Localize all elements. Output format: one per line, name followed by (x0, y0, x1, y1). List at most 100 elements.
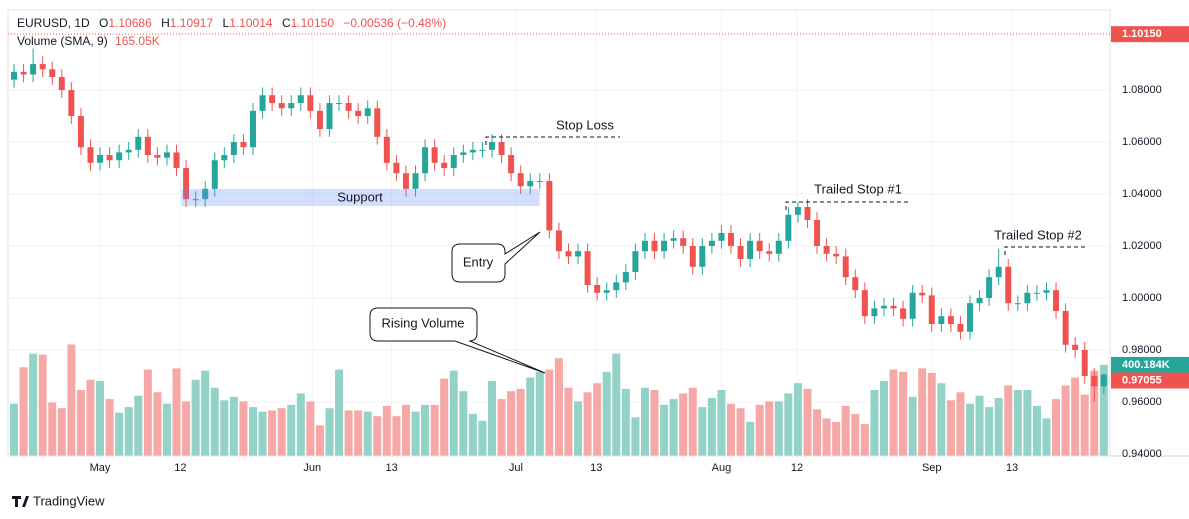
candle-body (49, 69, 56, 78)
candle-body (1033, 292, 1040, 294)
volume-bar (736, 408, 745, 456)
volume-bar (774, 401, 783, 456)
ohlc-label: C (282, 16, 291, 30)
candle-body (508, 155, 515, 174)
candle-body (794, 207, 801, 215)
candle-body (785, 214, 792, 241)
volume-bar (889, 369, 898, 456)
volume-bar (1004, 385, 1013, 456)
close-label-box (1111, 372, 1189, 389)
candle-body (154, 155, 161, 158)
logo: TradingView (12, 493, 105, 508)
candle-body (651, 240, 658, 252)
candle-body (517, 173, 524, 187)
volume-bar (10, 403, 18, 456)
candle-body (192, 199, 199, 201)
candle-body (288, 103, 295, 109)
volume-bar (660, 404, 669, 456)
ohlc-value: 1.10686 (108, 16, 152, 30)
x-tick-label: Jun (303, 462, 321, 474)
candle-body (431, 147, 438, 163)
volume-bar (554, 358, 563, 456)
y-tick-label: 1.06000 (1122, 136, 1162, 148)
ohlc-value: 1.10014 (229, 16, 273, 30)
volume-bar (602, 371, 611, 456)
volume-pane (10, 344, 1108, 456)
x-tick-label: Aug (712, 462, 732, 474)
volume-bar (1023, 390, 1032, 456)
candle-body (489, 142, 495, 150)
candle-body (967, 303, 973, 332)
candle-body (450, 155, 457, 169)
candle-body (928, 295, 935, 324)
y-tick-label: 0.98000 (1122, 344, 1162, 356)
candle-body (737, 245, 744, 259)
volume-bar (688, 387, 697, 456)
volume-label: 400.184K (1122, 359, 1170, 371)
header: EURUSD, 1D O1.10686 H1.10917 L1.10014 C1… (17, 16, 446, 30)
volume-bar (153, 392, 162, 456)
candle-body (211, 160, 218, 189)
candle-body (756, 240, 763, 252)
candle-body (116, 152, 123, 161)
volume-bar (354, 410, 363, 456)
candle-body (814, 220, 821, 246)
candle-body (77, 116, 84, 148)
candle-body (383, 136, 390, 163)
volume-bar (621, 388, 630, 456)
candle-body (326, 103, 333, 130)
volume-bar (29, 353, 38, 456)
volume-bar (583, 392, 592, 456)
candle-body (30, 64, 37, 75)
volume-bar (344, 410, 353, 456)
volume-bar (363, 411, 372, 456)
volume-bar (640, 387, 649, 456)
candle-body (1091, 375, 1098, 387)
volume-bar (593, 383, 602, 456)
candle-body (106, 155, 113, 161)
volume-bar (76, 390, 85, 456)
candle-body (890, 305, 897, 309)
volume-bar (908, 396, 917, 456)
volume-bar (315, 425, 324, 456)
candle-body (125, 149, 132, 153)
candle-body (555, 230, 562, 252)
candle-body (393, 162, 400, 174)
volume-bar (1052, 399, 1061, 456)
volume-bar (19, 367, 28, 456)
volume-bar (335, 369, 344, 456)
volume-bar (746, 421, 755, 456)
volume-bar (679, 393, 688, 456)
candle-body (479, 149, 486, 151)
entry-callout (451, 231, 541, 283)
volume-bar (650, 390, 659, 456)
candle-body (259, 95, 266, 111)
volume-bar (698, 407, 707, 456)
volume-bar (841, 405, 850, 456)
candle-body (240, 142, 247, 148)
volume-bar (1071, 377, 1080, 456)
volume-bar (507, 391, 516, 456)
volume-bar (985, 407, 994, 456)
candle-body (173, 152, 180, 169)
candle-body (565, 251, 572, 257)
rising-volume-label: Rising Volume (381, 315, 464, 330)
volume-bar (956, 392, 965, 456)
volume-bar (803, 388, 812, 456)
x-tick-label: 13 (1006, 462, 1018, 474)
volume-bar (1080, 394, 1089, 456)
candle-body (833, 253, 840, 257)
volume-label-box (1111, 356, 1189, 373)
candle-body (804, 207, 811, 221)
price-label: 1.10150 (1122, 28, 1162, 40)
candle-body (699, 245, 706, 267)
candle-body (613, 282, 620, 291)
volume-bar (258, 411, 267, 456)
indicator: Volume (SMA, 9) 165.05K (17, 34, 160, 48)
volume-bar (545, 369, 554, 456)
candle-body (87, 147, 94, 163)
volume-bar (67, 344, 76, 456)
change: −0.00536 (−0.48%) (343, 16, 446, 30)
candle-body (766, 251, 773, 254)
